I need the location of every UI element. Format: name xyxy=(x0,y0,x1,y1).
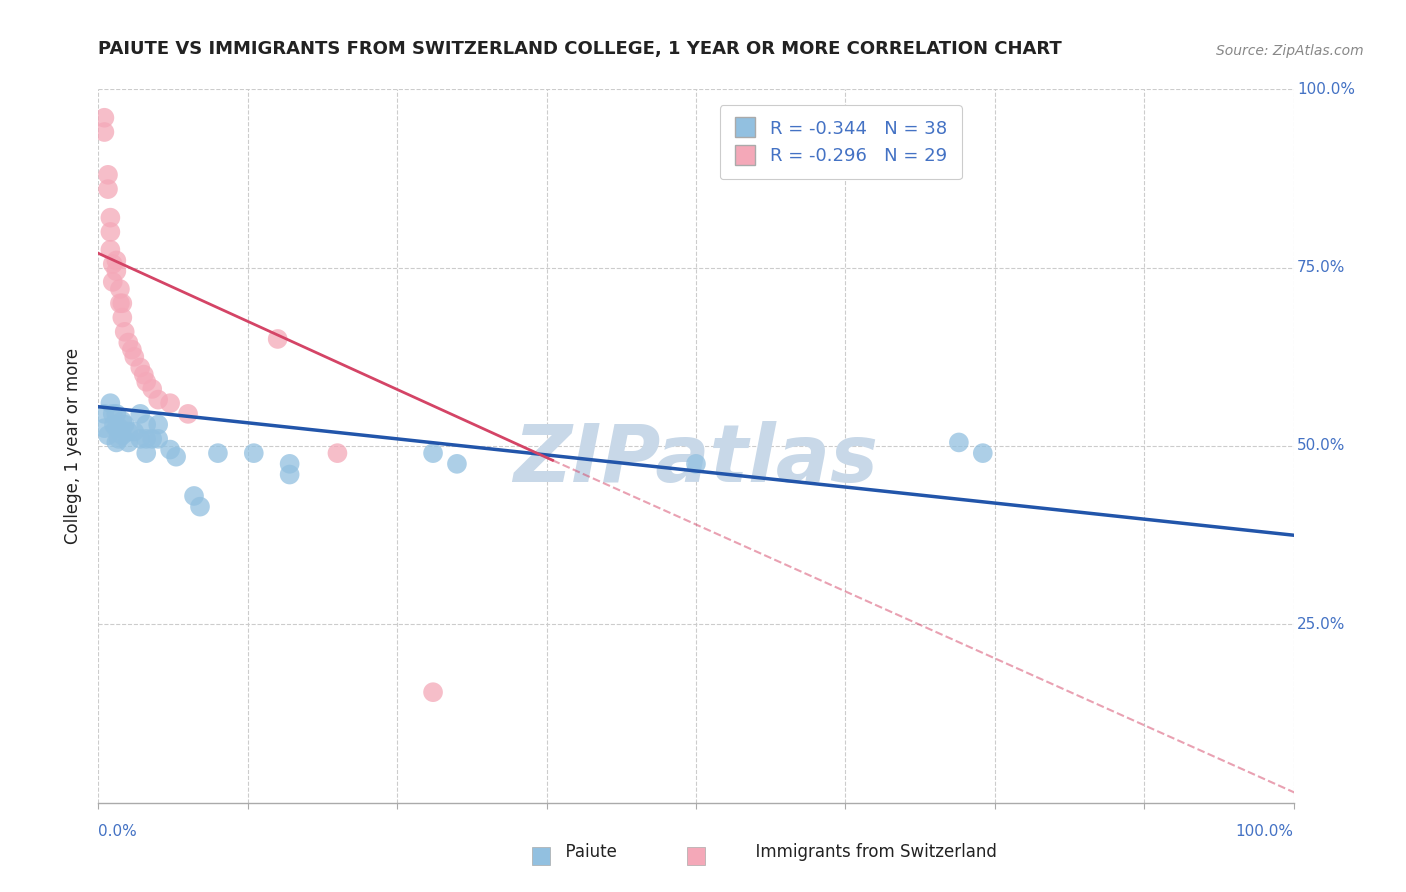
Point xyxy=(148,417,170,432)
Point xyxy=(105,435,128,450)
Text: ZIPatlas: ZIPatlas xyxy=(513,421,879,500)
Point xyxy=(207,446,229,460)
Point xyxy=(129,360,152,375)
Point xyxy=(148,432,170,446)
Point xyxy=(135,417,157,432)
Point xyxy=(278,457,301,471)
Point xyxy=(124,425,146,439)
Point xyxy=(243,446,266,460)
Y-axis label: College, 1 year or more: College, 1 year or more xyxy=(65,348,83,544)
Point xyxy=(111,296,134,310)
Point xyxy=(114,417,136,432)
Point xyxy=(105,264,128,278)
Point xyxy=(111,414,134,428)
Point xyxy=(141,382,163,396)
Text: 75.0%: 75.0% xyxy=(1298,260,1346,275)
Point xyxy=(132,368,155,382)
Point xyxy=(93,125,115,139)
Point xyxy=(111,310,134,325)
Point xyxy=(101,275,124,289)
Text: Paiute: Paiute xyxy=(555,843,617,861)
Point xyxy=(177,407,200,421)
Point xyxy=(148,392,170,407)
Point xyxy=(98,225,122,239)
Point xyxy=(159,442,181,457)
Point xyxy=(685,457,707,471)
Point xyxy=(159,396,181,410)
Point xyxy=(124,350,146,364)
Text: 0.0%: 0.0% xyxy=(98,824,138,839)
Point xyxy=(165,450,187,464)
Point xyxy=(107,432,129,446)
Legend: R = -0.344   N = 38, R = -0.296   N = 29: R = -0.344 N = 38, R = -0.296 N = 29 xyxy=(720,105,962,179)
Point xyxy=(108,296,131,310)
Text: PAIUTE VS IMMIGRANTS FROM SWITZERLAND COLLEGE, 1 YEAR OR MORE CORRELATION CHART: PAIUTE VS IMMIGRANTS FROM SWITZERLAND CO… xyxy=(98,40,1062,58)
Point xyxy=(278,467,301,482)
Point xyxy=(108,421,131,435)
Point xyxy=(267,332,290,346)
Point xyxy=(108,282,131,296)
Point xyxy=(129,407,152,421)
Point xyxy=(183,489,205,503)
Point xyxy=(422,685,444,699)
Point xyxy=(97,428,120,442)
Text: 100.0%: 100.0% xyxy=(1236,824,1294,839)
Point xyxy=(121,343,143,357)
Point xyxy=(105,253,128,268)
Point xyxy=(101,407,124,421)
Point xyxy=(117,335,139,350)
Text: Source: ZipAtlas.com: Source: ZipAtlas.com xyxy=(1216,44,1364,58)
Point xyxy=(188,500,211,514)
Point xyxy=(105,407,128,421)
Point xyxy=(98,243,122,257)
Point xyxy=(97,168,120,182)
Point xyxy=(111,428,134,442)
Point xyxy=(101,257,124,271)
Point xyxy=(141,432,163,446)
Point xyxy=(326,446,349,460)
Point xyxy=(97,182,120,196)
Text: 25.0%: 25.0% xyxy=(1298,617,1346,632)
Point xyxy=(135,446,157,460)
Point xyxy=(105,421,128,435)
Point xyxy=(129,432,152,446)
Point xyxy=(114,325,136,339)
Point xyxy=(103,417,125,432)
Point xyxy=(948,435,970,450)
Point xyxy=(422,446,444,460)
Text: 100.0%: 100.0% xyxy=(1298,82,1355,96)
Point xyxy=(135,432,157,446)
Point xyxy=(972,446,994,460)
Point xyxy=(117,435,139,450)
Point xyxy=(135,375,157,389)
Point xyxy=(98,396,122,410)
Point xyxy=(98,211,122,225)
Text: 50.0%: 50.0% xyxy=(1298,439,1346,453)
Point xyxy=(93,421,115,435)
Text: Immigrants from Switzerland: Immigrants from Switzerland xyxy=(745,843,997,861)
Point xyxy=(93,111,115,125)
Point xyxy=(446,457,468,471)
Point xyxy=(117,425,139,439)
Point xyxy=(93,407,115,421)
